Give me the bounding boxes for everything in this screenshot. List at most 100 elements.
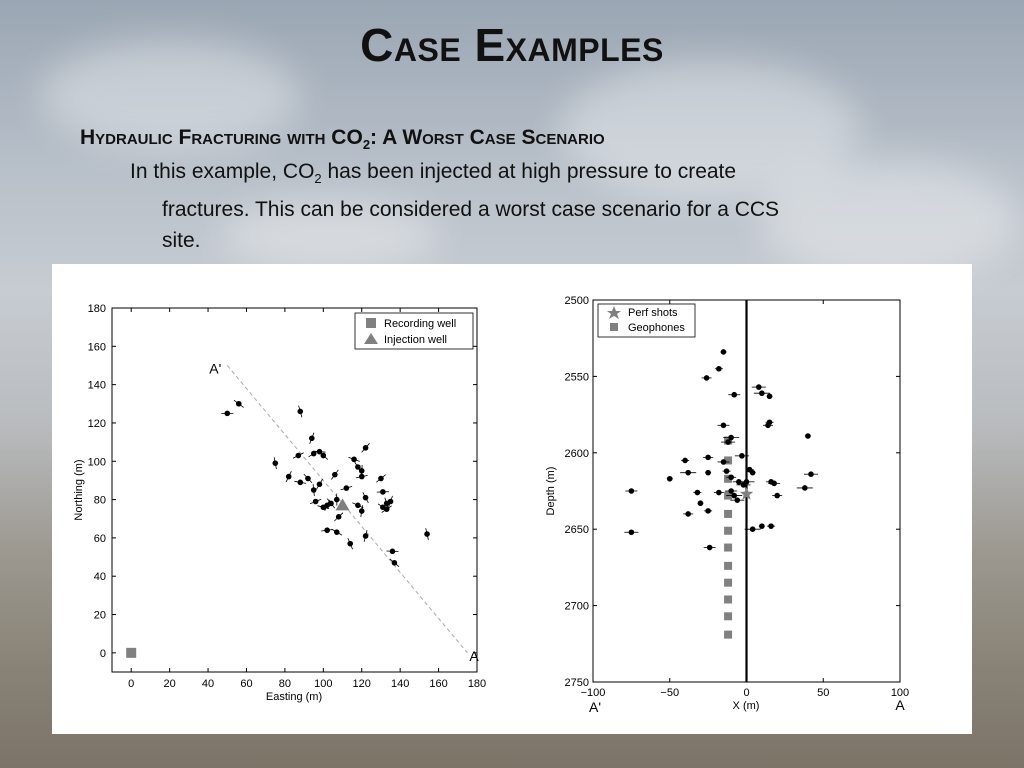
depth-legend: Perf shots Geophones	[597, 303, 696, 338]
map-event-point	[285, 473, 292, 480]
depth-event-point	[685, 511, 691, 517]
background-cloud	[560, 60, 860, 200]
body-text-start: In this example, CO	[130, 160, 315, 183]
map-event-point	[332, 471, 338, 478]
depth-xtick-label: 0	[743, 687, 749, 699]
depth-section-label-right: A	[895, 697, 905, 713]
map-event-point	[316, 481, 323, 488]
geophone-marker	[724, 456, 733, 465]
map-ytick-label: 140	[88, 380, 106, 392]
legend-injection-well-label: Injection well	[384, 334, 447, 346]
map-event-point	[272, 460, 279, 466]
depth-event-point	[768, 523, 774, 529]
map-ytick-label: 80	[94, 495, 106, 507]
depth-section-label-left: A'	[589, 699, 601, 715]
map-event-point	[383, 506, 390, 512]
map-xtick-label: 80	[279, 678, 291, 690]
map-ytick-label: 40	[94, 571, 106, 583]
depth-event-point	[716, 489, 722, 496]
depth-event-point	[755, 384, 762, 390]
geophone-marker	[724, 526, 733, 535]
map-section-label-start: A'	[209, 360, 221, 376]
recording-well-marker	[126, 647, 137, 658]
background-cloud	[40, 40, 300, 150]
subtitle-text: Hydraulic Fracturing with CO	[80, 126, 363, 149]
depth-event-point	[759, 390, 765, 397]
map-event-point	[305, 475, 311, 482]
depth-xtick-label: −50	[660, 687, 679, 699]
depth-event-point	[705, 454, 711, 461]
depth-event-point	[728, 488, 734, 494]
depth-event-point	[720, 349, 727, 355]
legend-recording-well-label: Recording well	[384, 318, 456, 330]
map-event-point	[324, 527, 330, 534]
map-ytick-label: 0	[100, 648, 106, 660]
depth-event-point	[682, 457, 688, 464]
map-xlabel: Easting (m)	[266, 691, 322, 703]
depth-xlabel: X (m)	[733, 700, 760, 712]
body-subscript: 2	[314, 171, 322, 187]
depth-event-point	[728, 474, 734, 481]
depth-event-point	[802, 485, 808, 491]
map-xtick-label: 180	[468, 678, 486, 690]
depth-ytick-label: 2750	[565, 677, 589, 689]
map-event-point	[320, 452, 327, 459]
depth-event-point	[774, 492, 780, 499]
map-xtick-label: 40	[202, 678, 214, 690]
map-event-point	[391, 560, 398, 566]
depth-xtick-label: −100	[581, 687, 606, 699]
map-ytick-label: 20	[94, 610, 106, 622]
map-event-point	[224, 410, 231, 417]
map-event-point	[310, 450, 317, 457]
map-xtick-label: 120	[353, 678, 371, 690]
map-xtick-label: 100	[314, 678, 332, 690]
geophone-marker	[724, 561, 733, 570]
map-section-label-end: A	[469, 648, 479, 664]
depth-event-point	[743, 479, 750, 485]
depth-event-point	[716, 365, 722, 372]
map-xtick-label: 20	[164, 678, 176, 690]
body-text-end: has been injected at high pressure to cr…	[321, 160, 737, 183]
map-event-point	[333, 529, 340, 535]
map-ylabel: Northing (m)	[73, 459, 85, 520]
depth-event-point	[723, 468, 730, 474]
depth-event-point	[694, 489, 701, 496]
depth-ytick-label: 2700	[565, 601, 589, 613]
depth-event-point	[666, 475, 673, 482]
body-line-1: In this example, CO2 has been injected a…	[130, 160, 737, 187]
map-xtick-label: 140	[391, 678, 409, 690]
figure-panel: 0 20 40 60 80 100 120 140 160 180 0 20 40 60 80 100 120 1…	[52, 264, 972, 734]
depth-event-point	[746, 466, 753, 473]
depth-event-point	[706, 544, 713, 551]
background-cloud	[760, 160, 1020, 280]
depth-event-point	[765, 422, 771, 429]
map-event-point	[378, 475, 384, 482]
depth-event-point	[720, 459, 727, 465]
depth-event-point	[771, 480, 777, 487]
map-view-chart: 0 20 40 60 80 100 120 140 160 180 0 20 40 60 80 100 120 1…	[73, 303, 486, 703]
map-ytick-label: 60	[94, 533, 106, 545]
slide-subtitle: Hydraulic Fracturing with CO2: A Worst C…	[80, 126, 605, 152]
background-cloud	[220, 200, 440, 270]
depth-event-point	[725, 439, 731, 445]
map-event-point	[351, 456, 357, 463]
map-event-point	[324, 502, 330, 509]
map-ytick-label: 160	[88, 341, 106, 353]
map-event-point	[389, 548, 396, 555]
depth-event-point	[728, 434, 734, 441]
depth-section-chart: −100 −50 0 50 100 2500 2550 2600 2650 2700 2750 X …	[545, 295, 909, 715]
map-event-point	[362, 445, 369, 451]
subtitle-text-end: : A Worst Case Scenario	[370, 126, 605, 149]
map-xtick-label: 60	[240, 678, 252, 690]
map-plot-frame	[111, 307, 478, 673]
legend-perf-shots-label: Perf shots	[628, 307, 678, 319]
map-event-point	[235, 400, 242, 407]
map-event-point	[308, 435, 315, 442]
map-event-point	[335, 514, 342, 520]
map-event-point	[387, 498, 394, 505]
map-event-point	[380, 489, 386, 495]
depth-event-point	[739, 453, 745, 459]
depth-event-point	[628, 488, 635, 494]
map-event-point	[424, 531, 430, 537]
depth-event-point	[734, 497, 741, 503]
